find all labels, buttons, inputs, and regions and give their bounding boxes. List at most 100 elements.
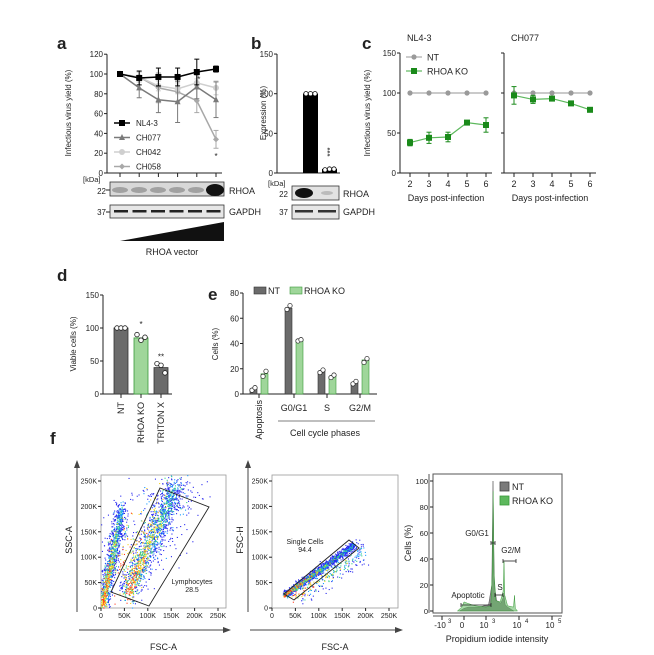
event-dot <box>334 561 336 563</box>
event-dot <box>141 520 143 522</box>
event-dot <box>331 559 333 561</box>
event-dot <box>104 605 106 607</box>
event-dot <box>330 556 332 558</box>
event-dot <box>131 557 133 559</box>
event-dot <box>353 561 355 563</box>
event-dot <box>160 520 162 522</box>
event-dot <box>162 494 164 496</box>
histogram-rhoa-ko <box>456 491 519 612</box>
event-dot <box>333 571 335 573</box>
event-dot <box>293 584 295 586</box>
event-dot <box>312 574 314 576</box>
event-dot <box>117 511 119 513</box>
event-dot <box>172 499 174 501</box>
event-dot <box>108 547 110 549</box>
event-dot <box>102 600 104 602</box>
event-dot <box>119 540 121 542</box>
event-dot <box>116 514 118 516</box>
event-dot <box>349 544 351 546</box>
event-dot <box>113 529 115 531</box>
event-dot <box>152 543 154 545</box>
event-dot <box>108 592 110 594</box>
event-dot <box>123 581 125 583</box>
event-dot <box>110 544 112 546</box>
event-dot <box>107 592 109 594</box>
event-dot <box>107 562 109 564</box>
event-dot <box>130 544 132 546</box>
event-dot <box>159 532 161 534</box>
event-dot <box>291 589 293 591</box>
event-dot <box>319 561 321 563</box>
data-point <box>568 100 574 107</box>
event-dot <box>110 584 112 586</box>
event-dot <box>112 557 114 559</box>
event-dot <box>182 488 184 490</box>
event-dot <box>164 494 166 496</box>
event-dot <box>147 495 149 497</box>
event-dot <box>121 518 123 520</box>
event-dot <box>164 502 166 504</box>
event-dot <box>313 570 315 572</box>
event-dot <box>137 561 139 563</box>
legend-swatch <box>499 495 510 506</box>
event-dot <box>301 584 303 586</box>
event-dot <box>155 527 157 529</box>
blot-band <box>321 191 333 195</box>
event-dot <box>115 548 117 550</box>
event-dot <box>155 540 157 542</box>
event-dot <box>157 524 159 526</box>
event-dot <box>114 577 116 579</box>
event-dot <box>125 510 127 512</box>
event-dot <box>165 511 167 513</box>
event-dot <box>126 580 128 582</box>
event-dot <box>312 573 314 575</box>
event-dot <box>168 490 170 492</box>
event-dot <box>187 495 189 497</box>
gate-percent: 94.4 <box>298 547 312 554</box>
event-dot <box>176 480 178 482</box>
event-dot <box>328 567 330 569</box>
event-dot <box>158 551 160 553</box>
event-dot <box>124 583 126 585</box>
event-dot <box>144 578 146 580</box>
event-dot <box>101 590 103 592</box>
event-dot <box>132 590 134 592</box>
event-dot <box>112 584 114 586</box>
event-dot <box>162 518 164 520</box>
event-dot <box>337 551 339 553</box>
event-dot <box>148 542 150 544</box>
y-axis-label: Infectious virus yield (%) <box>363 69 372 156</box>
event-dot <box>295 581 297 583</box>
event-dot <box>358 551 360 553</box>
event-dot <box>114 539 116 541</box>
event-dot <box>114 545 116 547</box>
event-dot <box>307 594 309 596</box>
event-dot <box>121 516 123 518</box>
event-dot <box>162 510 164 512</box>
event-dot <box>158 548 160 550</box>
event-dot <box>127 526 129 528</box>
event-dot <box>163 497 165 499</box>
event-dot <box>118 520 120 522</box>
event-dot <box>144 487 146 489</box>
event-dot <box>150 568 152 570</box>
blot-band <box>112 187 128 193</box>
event-dot <box>151 514 153 516</box>
event-dot <box>111 538 113 540</box>
event-dot <box>150 526 152 528</box>
event-dot <box>125 567 127 569</box>
event-dot <box>172 491 174 493</box>
y-tick-label: 0 <box>392 169 397 178</box>
event-dot <box>335 555 337 557</box>
event-dot <box>298 594 300 596</box>
event-dot <box>113 564 115 566</box>
event-dot <box>123 564 125 566</box>
event-dot <box>185 482 187 484</box>
event-dot <box>125 591 127 593</box>
event-dot <box>120 565 122 567</box>
event-dot <box>119 522 121 524</box>
event-dot <box>114 555 116 557</box>
event-dot <box>153 529 155 531</box>
x-tick-label: 5 <box>568 179 573 189</box>
event-dot <box>169 498 171 500</box>
